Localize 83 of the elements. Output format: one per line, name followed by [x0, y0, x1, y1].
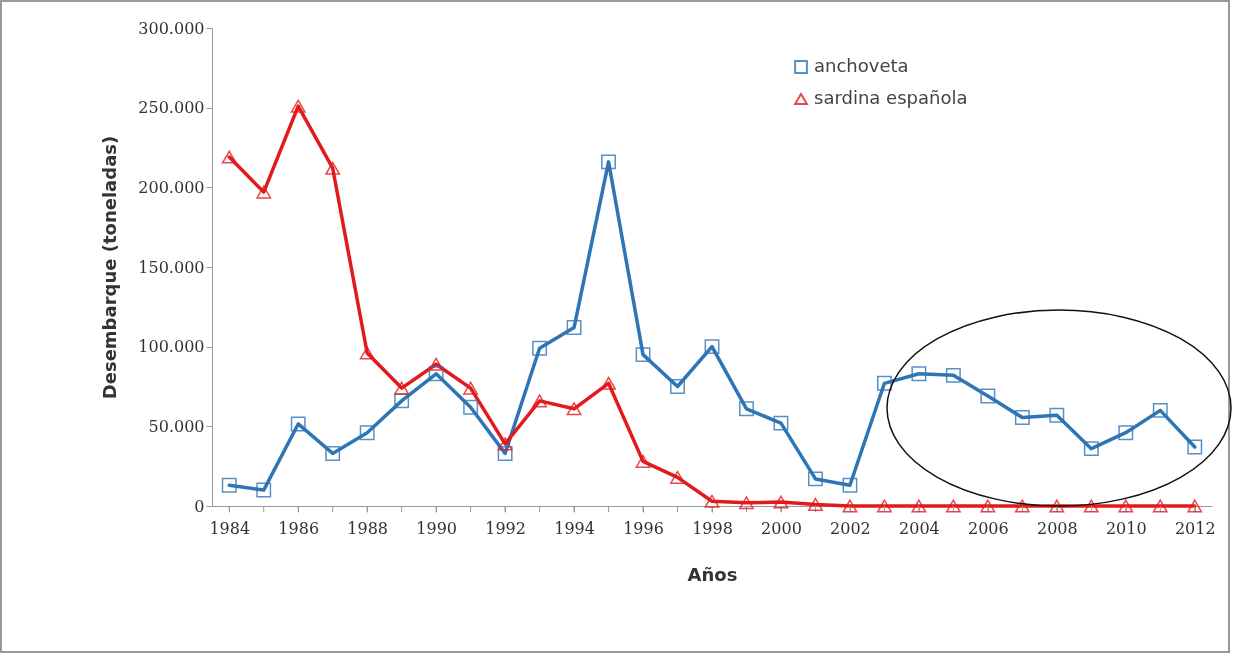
y-tick-label: 100.000 [138, 337, 205, 357]
x-tick-label: 1984 [209, 518, 251, 538]
point [1083, 441, 1099, 457]
point [463, 399, 479, 415]
point [1049, 407, 1065, 423]
x-tick-label: 2002 [830, 518, 871, 538]
point [601, 376, 617, 390]
point [1118, 425, 1134, 441]
point [739, 496, 754, 510]
x-tick-label: 2008 [1036, 518, 1078, 538]
point [773, 415, 789, 431]
x-tick-label: 1988 [347, 518, 389, 538]
x-tick-label: 1990 [416, 518, 457, 538]
x-tick-label: 1994 [554, 518, 595, 538]
point [1187, 499, 1203, 513]
point [1152, 499, 1168, 513]
point [290, 99, 306, 113]
point [807, 497, 823, 511]
point [221, 150, 237, 164]
point [739, 401, 754, 417]
point [704, 339, 720, 355]
point [601, 154, 617, 170]
point [1152, 402, 1168, 418]
point [428, 357, 444, 371]
point [221, 477, 237, 493]
point [911, 366, 927, 382]
point [670, 379, 685, 394]
y-axis-title: Desembarque (toneladas) [99, 135, 121, 400]
point [980, 388, 996, 404]
point [911, 499, 927, 513]
point [256, 482, 272, 498]
point [325, 161, 341, 175]
x-tick-label: 1986 [278, 518, 320, 538]
point [1014, 499, 1030, 513]
point [807, 471, 823, 487]
point [980, 499, 996, 513]
y-tick-label: 150.000 [138, 257, 205, 277]
point [1014, 410, 1030, 426]
y-tick-label: 0 [194, 496, 205, 516]
point [945, 499, 961, 513]
y-tick-label: 250.000 [138, 98, 205, 118]
point [428, 366, 444, 382]
point [359, 425, 375, 441]
point [876, 375, 892, 391]
point [635, 454, 651, 468]
y-tick-label: 300.000 [138, 18, 205, 38]
point [497, 437, 513, 451]
point [463, 381, 479, 395]
point [1187, 439, 1203, 455]
point [670, 470, 685, 484]
point [566, 402, 582, 416]
point [566, 320, 582, 335]
x-tick-label: 1998 [692, 518, 733, 538]
x-axis-title: Años [687, 563, 738, 585]
x-tick-label: 2012 [1174, 518, 1216, 538]
point [1049, 499, 1065, 513]
point [773, 495, 789, 509]
x-tick-label: 2000 [761, 518, 802, 538]
point [635, 347, 651, 363]
point [359, 346, 375, 360]
point [256, 185, 272, 199]
point [876, 499, 892, 513]
x-tick-label: 1996 [623, 518, 664, 538]
x-tick-label: 1992 [485, 518, 526, 538]
point [497, 445, 513, 461]
x-tick-label: 2004 [899, 518, 940, 538]
point [945, 367, 961, 383]
x-tick-label: 2006 [968, 518, 1009, 538]
point [1083, 499, 1099, 513]
x-tick-label: 2010 [1105, 518, 1147, 538]
point [325, 445, 341, 461]
point [842, 477, 858, 493]
point [842, 499, 858, 513]
point [532, 394, 548, 408]
point [704, 494, 720, 508]
y-tick-label: 50.000 [148, 416, 205, 436]
legend-label: anchoveta [814, 55, 909, 76]
point [394, 381, 410, 395]
point [290, 416, 306, 432]
y-tick-label: 200.000 [138, 177, 205, 197]
legend-label: sardina española [814, 87, 968, 108]
point [532, 340, 548, 356]
point [1118, 499, 1134, 513]
